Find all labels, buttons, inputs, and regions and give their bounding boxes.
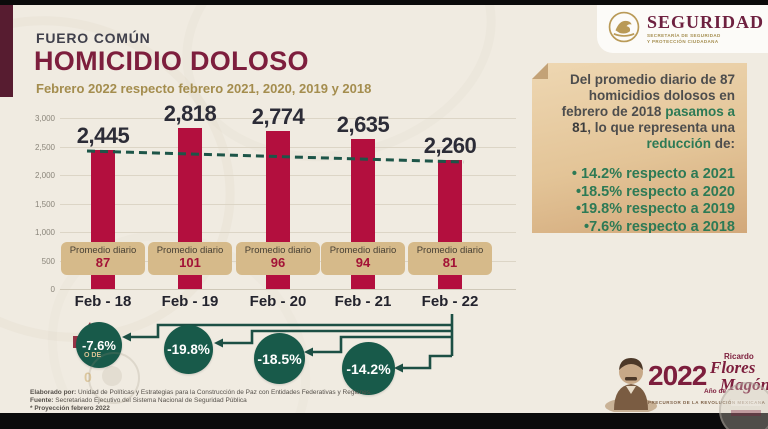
daily-average-label: Promedio diario [69,244,137,256]
x-label: Feb - 21 [334,293,392,310]
daily-average-value: 87 [95,255,111,271]
bar-value: 2,260 [423,133,477,158]
seal-watermark [88,352,140,404]
x-label: Feb - 20 [249,293,307,310]
source-line-fuente: Fuente: Secretariado Ejecutivo del Siste… [30,397,372,405]
seguridad-logo: SEGURIDAD SECRETARÍA DE SEGURIDAD Y PROT… [597,5,768,53]
gridline [60,118,516,119]
daily-average-value: 94 [355,255,371,271]
logo-wordmark: SEGURIDAD [647,12,765,33]
source-label: Elaborado por: [30,389,77,396]
x-axis-line [60,289,516,290]
summary-seg-6: de: [710,136,735,151]
x-label: Feb - 19 [161,293,219,310]
panel-corner-fold [532,63,548,79]
summary-seg-4: , lo que representa una [587,120,735,135]
daily-average-box: Promedio diario 87 [61,242,145,275]
reduction-bullet: • 14.2% respecto a 2021 [571,166,735,182]
letterbox-bottom [0,413,768,429]
letterbox-top [0,0,768,5]
daily-average-box: Promedio diario 96 [236,242,320,275]
y-tick: 3,000 [34,114,55,123]
bar-value: 2,818 [163,101,217,126]
daily-average-box: Promedio diario 81 [408,242,492,275]
reduction-circle-feb19: -19.8% [164,325,213,374]
summary-seg-2: pasamos a [665,104,735,119]
reduction-circle-feb20: -18.5% [254,333,305,384]
daily-average-value: 81 [442,255,458,271]
reduction-bullet: •7.6% respecto a 2018 [584,218,735,235]
daily-average-value: 101 [179,255,201,271]
daily-average-label: Promedio diario [416,244,484,256]
branding-year: 2022 [648,360,707,391]
eagle-emblem-icon [607,10,641,49]
seal-watermark-inner [102,366,122,386]
source-text: Secretariado Ejecutivo del Sistema Nacio… [53,397,247,404]
source-notes: Elaborado por: Unidad de Políticas y Est… [30,389,372,413]
daily-average-label: Promedio diario [329,244,397,256]
daily-average-label: Promedio diario [244,244,312,256]
page-subtitle: Febrero 2022 respecto febrero 2021, 2020… [36,81,372,96]
logo-subline-2: Y PROTECCIÓN CIUDADANA [647,39,719,44]
source-label: Fuente: [30,397,54,404]
source-line-elaborado: Elaborado por: Unidad de Políticas y Est… [30,389,372,397]
x-label: Feb - 18 [74,293,132,310]
source-text: Unidad de Políticas y Estrategias para l… [76,389,372,396]
summary-seg-3: 81 [572,120,588,135]
channel-watermark-mark [731,400,761,406]
y-tick: 1,500 [34,200,55,209]
daily-average-label: Promedio diario [156,244,224,256]
summary-panel: Del promedio diario de 87 homicidios dol… [532,63,747,233]
bar-value: 2,774 [251,104,305,129]
daily-average-box: Promedio diario 94 [321,242,405,275]
summary-seg-5: reducción [646,136,711,151]
daily-average-value: 96 [270,255,286,271]
summary-seg-1: Del promedio diario de 87 homicidios dol… [561,72,735,119]
y-tick: 500 [41,257,55,266]
page-title: HOMICIDIO DOLOSO [34,46,309,76]
kicker: FUERO COMÚN [36,30,151,46]
source-line-proyeccion: * Proyección febrero 2022 [30,405,110,412]
bar-value: 2,635 [336,112,390,137]
x-label: Feb - 22 [421,293,479,310]
branding-first-name: Ricardo [724,352,754,361]
reduction-circle-feb21: -14.2% [342,342,395,395]
y-tick: 2,000 [34,171,55,180]
daily-average-box: Promedio diario 101 [148,242,232,275]
bar-value: 2,445 [76,123,130,148]
watermark-partial-digit: 0 [84,369,92,385]
accent-strip [0,5,13,97]
logo-subline-1: SECRETARÍA DE SEGURIDAD [647,33,721,39]
channel-watermark [719,382,768,429]
y-tick: 2,500 [34,143,55,152]
reduction-bullet: •19.8% respecto a 2019 [575,201,735,217]
watermark-partial-text: O DE [84,352,102,359]
branding-tagline: PRECURSOR DE LA REVOLUCIÓN MEXICANA [648,400,766,405]
y-tick: 0 [50,285,55,294]
channel-watermark-mark [731,410,761,416]
reduction-bullet-list: • 14.2% respecto a 2021 •18.5% respecto … [544,166,735,235]
branding-last-name-1: Flores [710,358,756,377]
logo-text-block: SEGURIDAD SECRETARÍA DE SEGURIDAD Y PROT… [647,13,764,44]
reduction-bullet: •18.5% respecto a 2020 [575,183,735,200]
flores-magon-branding: 2022 Año de Ricardo Flores Magón PRECURS… [602,344,768,413]
y-tick: 1,000 [34,228,55,237]
summary-paragraph: Del promedio diario de 87 homicidios dol… [544,72,735,152]
branding-ano-de: Año de [704,388,727,395]
